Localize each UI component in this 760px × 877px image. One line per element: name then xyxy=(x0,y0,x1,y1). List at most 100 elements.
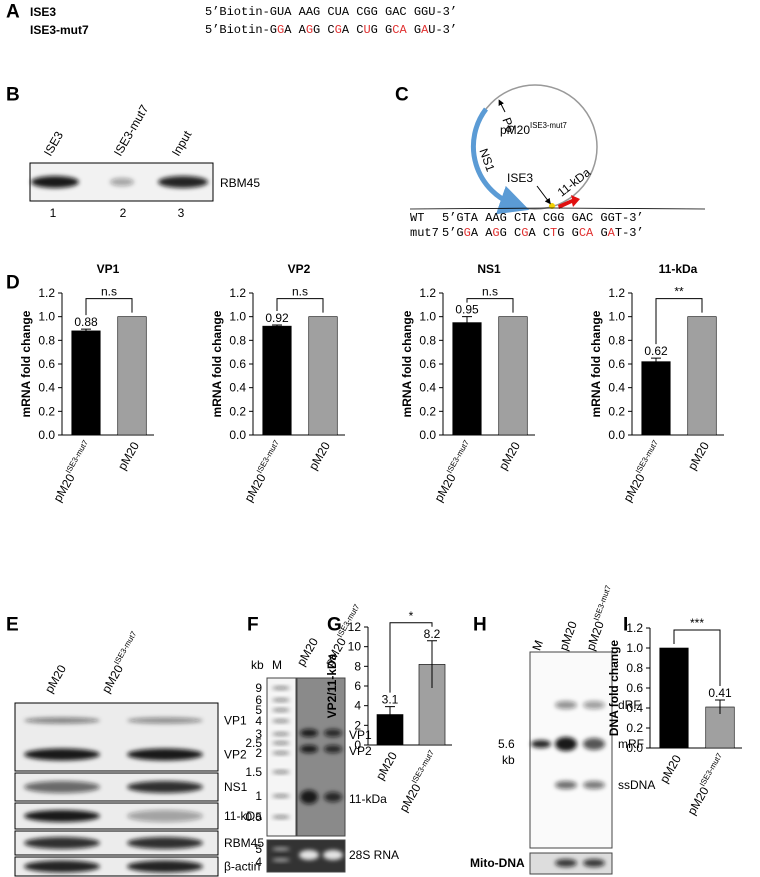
band-label: VP2 xyxy=(349,744,372,758)
band xyxy=(24,860,100,873)
band xyxy=(324,745,342,753)
sequence: 5’GTA AAG CTA CGG GAC GGT-3’ xyxy=(442,211,644,225)
y-axis-label: VP2/11-kDa xyxy=(325,653,339,718)
value-label: 0.62 xyxy=(644,344,668,358)
x-tick-label-main: pM20 xyxy=(306,439,333,472)
lane-label-main: M xyxy=(529,638,546,652)
significance-label: n.s xyxy=(292,285,308,299)
x-tick-label-main: pM20 xyxy=(657,752,684,785)
panel-letter: I xyxy=(623,615,628,636)
x-tick-label: pM20 xyxy=(306,439,333,472)
y-tick-label: 1.0 xyxy=(626,641,643,655)
ise3-site xyxy=(549,203,555,209)
y-tick-label: 0.8 xyxy=(419,333,436,347)
band xyxy=(127,810,203,822)
error-bar xyxy=(81,328,91,333)
x-tick-label-main: pM20 xyxy=(373,749,400,782)
y-tick-label: 1.2 xyxy=(38,286,55,300)
ladder-label: 9 xyxy=(255,681,262,695)
feature-label: P6 xyxy=(499,116,517,135)
sequence: 5’Biotin-GGA AGG CGA CUG GCA GAU-3’ xyxy=(205,23,457,37)
plasmid-name: pM20ISE3-mut7 xyxy=(500,121,567,138)
sequence-part: T xyxy=(550,226,557,240)
sequence-part: T-3’ xyxy=(615,226,644,240)
marker-unit: kb xyxy=(502,753,515,767)
sequence-part: G xyxy=(407,23,421,37)
blot-frame xyxy=(14,702,219,772)
sequence-part: A C xyxy=(342,23,364,37)
x-tick-label: pM20 xyxy=(115,439,142,472)
value-label: 0.92 xyxy=(265,311,289,325)
significance-label: * xyxy=(409,609,414,623)
y-tick-label: 0.8 xyxy=(38,333,55,347)
sequence-part: 5’Biotin-GUA AAG CUA CGG GAC GGU-3’ xyxy=(205,5,457,19)
band xyxy=(324,792,342,802)
sequence-part: A A xyxy=(284,23,306,37)
lane-label-main: pM20 xyxy=(556,619,580,652)
band-label: RBM45 xyxy=(224,836,264,850)
significance-bracket xyxy=(655,298,703,345)
x-tick-label-sup: ISE3-mut7 xyxy=(63,438,89,474)
x-tick-label-sup: ISE3-mut7 xyxy=(697,751,723,787)
significance-bracket xyxy=(389,622,433,693)
zoom-line xyxy=(551,207,706,210)
y-tick-label: 6 xyxy=(354,679,361,693)
sequence: 5’GGA AGG CGA CTG GCA GAT-3’ xyxy=(442,226,644,240)
band xyxy=(324,729,342,737)
loading-label: 28S RNA xyxy=(349,848,399,862)
row-name: ISE3 xyxy=(30,5,56,19)
x-tick-label-main: pM20 xyxy=(397,781,424,814)
significance-label: *** xyxy=(690,616,704,630)
significance-label: n.s xyxy=(482,285,498,299)
panel-letter: H xyxy=(473,615,487,636)
sequence-name: mut7 xyxy=(410,226,439,240)
y-tick-label: 1.0 xyxy=(229,310,246,324)
marker-size: 5.6 xyxy=(498,737,515,751)
y-tick-label: 0.2 xyxy=(419,404,436,418)
y-tick-label: 12 xyxy=(348,620,362,634)
y-tick-label: 0.4 xyxy=(38,381,55,395)
x-tick-label-main: pM20 xyxy=(432,471,459,504)
sequence-part: G G xyxy=(371,23,393,37)
sequence-part: G G xyxy=(557,226,579,240)
band xyxy=(583,859,605,867)
x-tick-label: pM20 xyxy=(496,439,523,472)
x-tick-label-main: pM20 xyxy=(51,471,78,504)
value-label: 0.41 xyxy=(708,686,732,700)
chart-title: VP1 xyxy=(97,262,120,276)
bar xyxy=(262,325,292,436)
sequence: 5’Biotin-GUA AAG CUA CGG GAC GGU-3’ xyxy=(205,5,457,19)
y-tick-label: 1.0 xyxy=(419,310,436,324)
x-tick-label-main: pM20 xyxy=(242,471,269,504)
x-tick-label: pM20ISE3-mut7 xyxy=(48,438,96,504)
row-name: ISE3-mut7 xyxy=(30,23,89,37)
sequence-part: A xyxy=(421,23,429,37)
y-tick-label: 0.8 xyxy=(229,333,246,347)
error-bar xyxy=(715,699,725,714)
band xyxy=(300,729,318,737)
bar xyxy=(452,322,482,436)
band xyxy=(583,701,605,709)
ladder-label: 2 xyxy=(255,746,262,760)
band xyxy=(272,815,290,819)
y-axis-label: mRNA fold change xyxy=(19,310,33,417)
sequence-name: WT xyxy=(410,211,424,225)
sequence-part: G xyxy=(521,226,528,240)
band xyxy=(272,686,290,690)
error-bar xyxy=(462,316,472,329)
y-tick-label: 0.6 xyxy=(38,357,55,371)
bar xyxy=(687,316,717,436)
panel-letter: E xyxy=(6,615,19,636)
sequence-part: 5’GTA AAG CTA CGG GAC GGT-3’ xyxy=(442,211,644,225)
y-axis-label: DNA fold change xyxy=(607,640,621,737)
band-label: dRF xyxy=(618,698,641,712)
y-tick-label: 10 xyxy=(348,640,362,654)
ise3-arrow xyxy=(536,185,551,205)
p6-arrow xyxy=(498,99,506,113)
band xyxy=(127,717,203,724)
y-axis-label: mRNA fold change xyxy=(210,310,224,417)
y-tick-label: 0.6 xyxy=(608,357,625,371)
band xyxy=(31,176,79,188)
plasmid-name-main: pM20 xyxy=(500,123,530,137)
sequence-part: G C xyxy=(500,226,522,240)
